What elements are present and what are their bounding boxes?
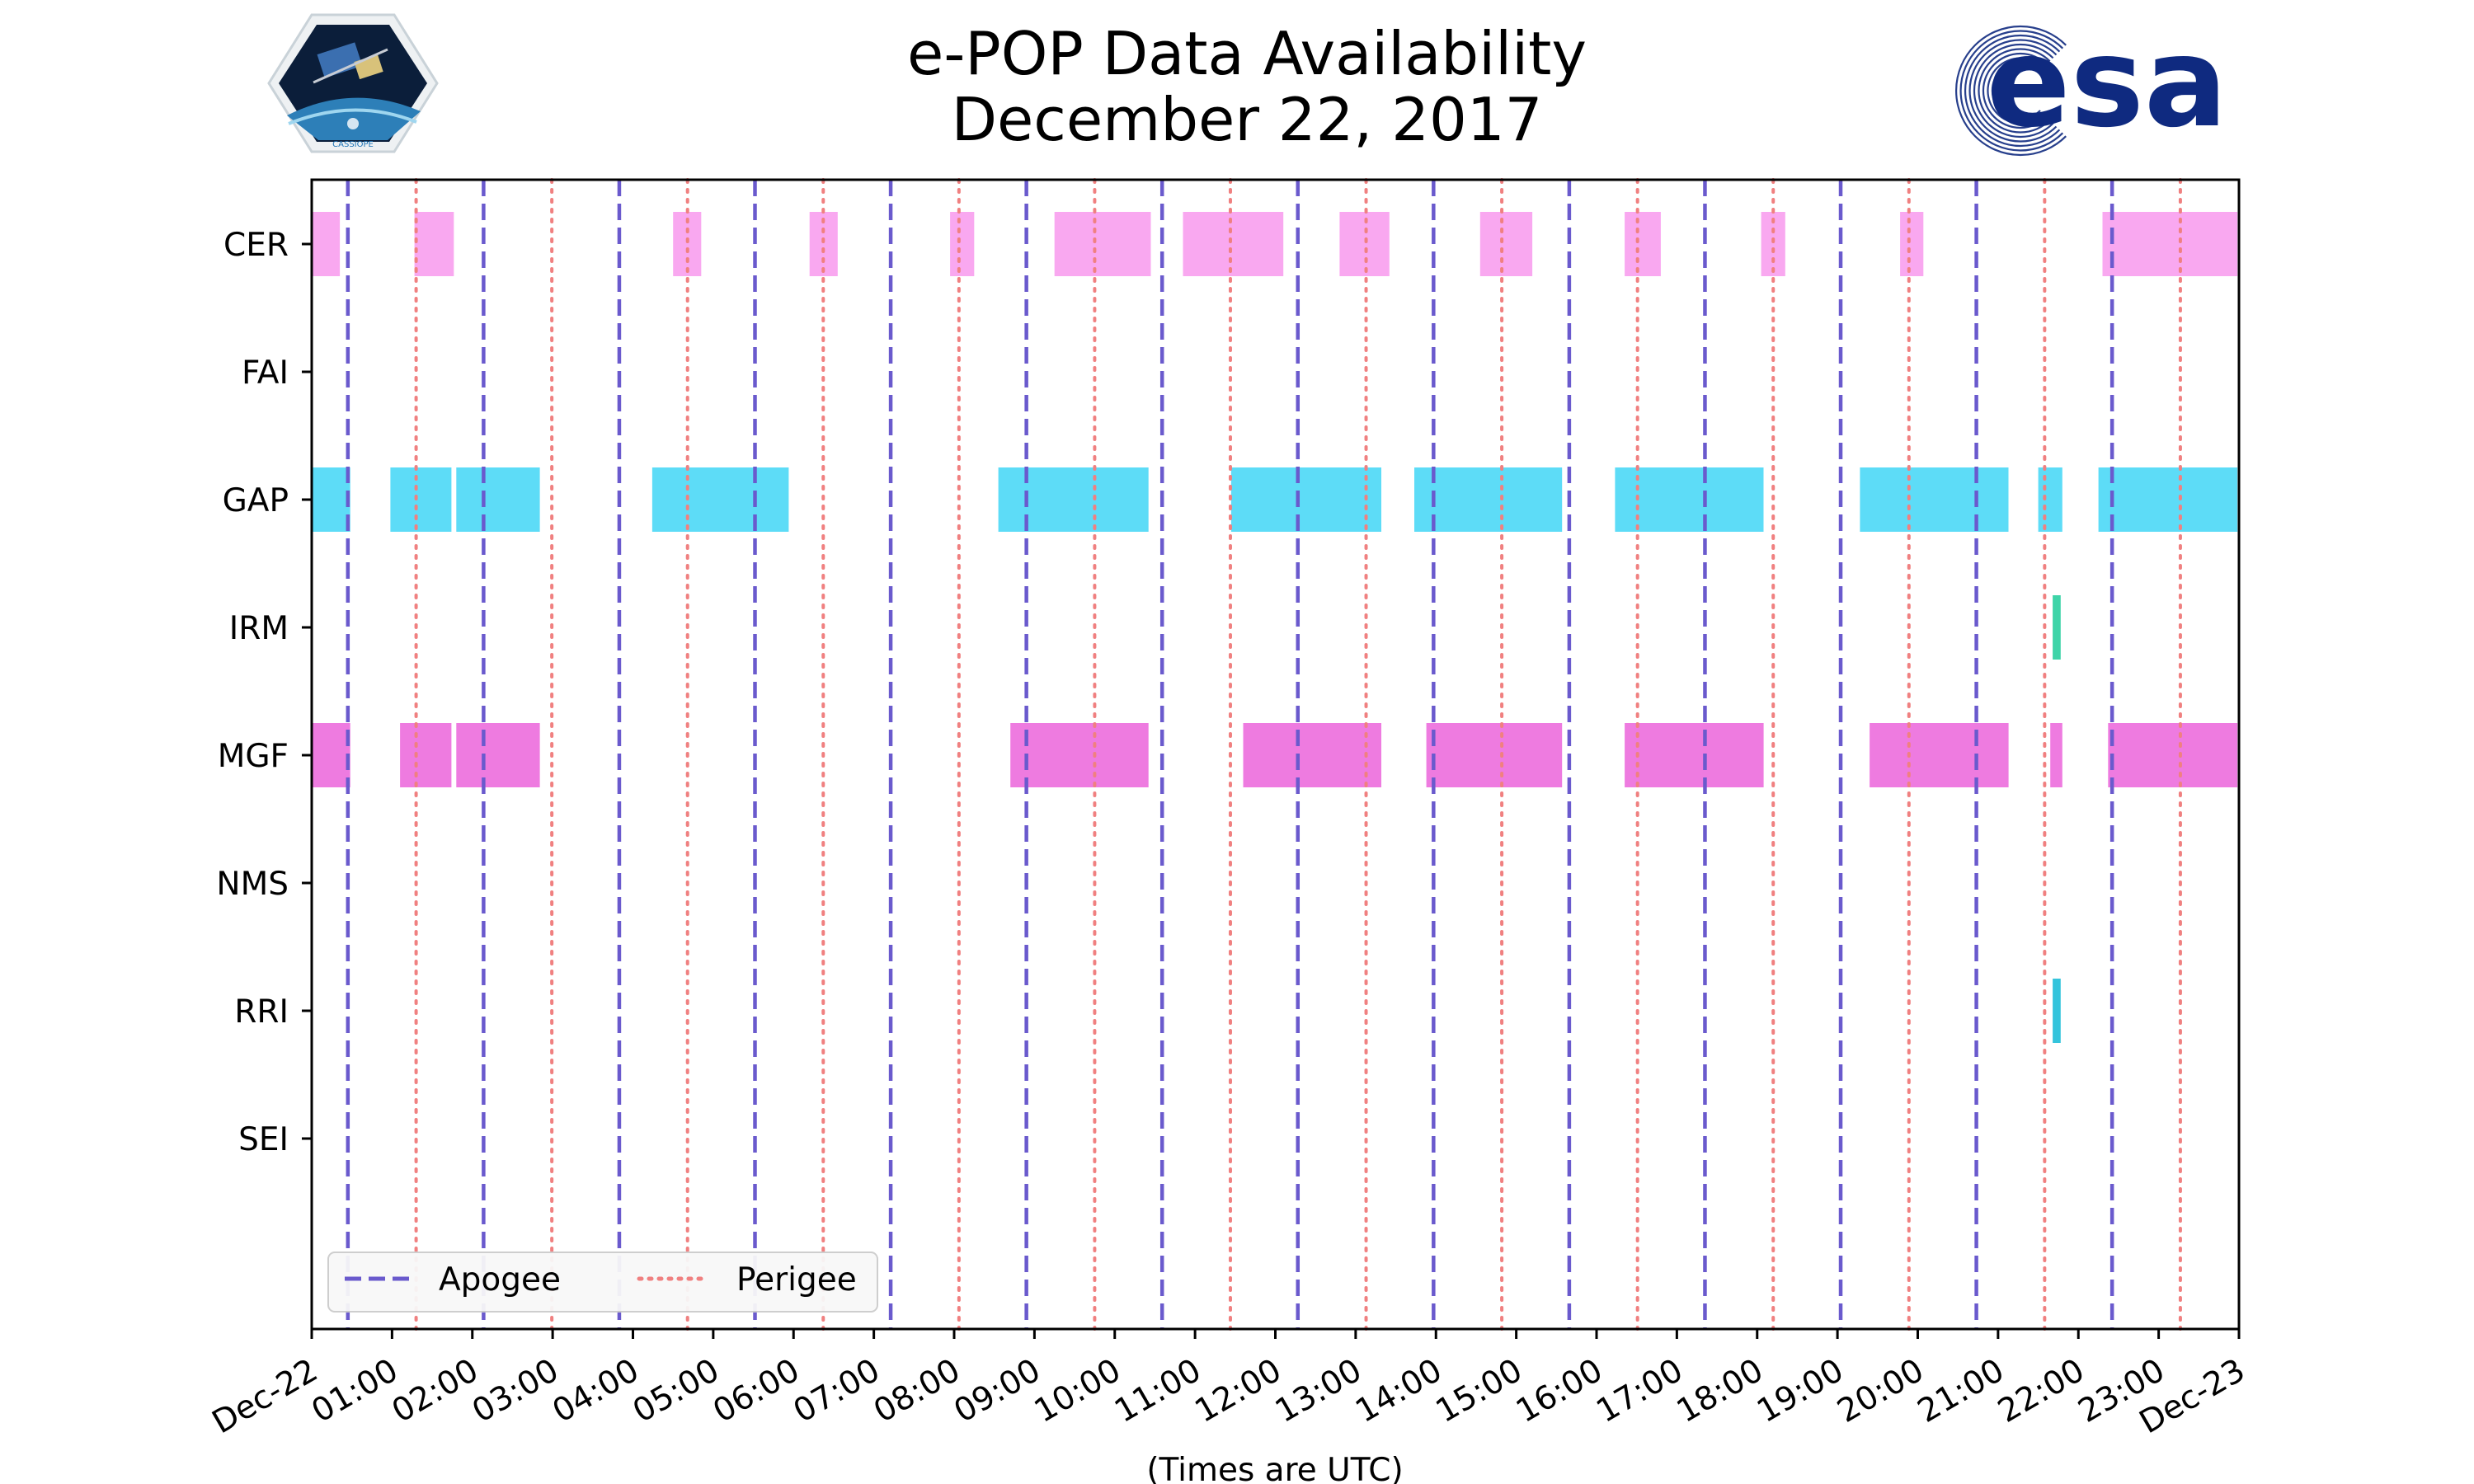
bar-gap-0	[312, 467, 350, 532]
esa-swoosh-arc-3	[1978, 48, 2051, 134]
bar-gap-9	[2038, 467, 2062, 532]
bar-gap-8	[1860, 467, 2009, 532]
bar-cer-8	[1479, 212, 1533, 276]
cassiope-label: CASSIOPE	[332, 140, 374, 149]
bar-mgf-6	[1625, 723, 1764, 787]
chart-subtitle: December 22, 2017	[952, 85, 1543, 154]
bar-mgf-3	[1010, 723, 1149, 787]
cassiope-logo: CASSIOPE	[267, 13, 439, 153]
legend-perigee-label: Perigee	[736, 1261, 857, 1298]
legend-apogee-label: Apogee	[439, 1261, 561, 1298]
xtick-label-12: 12:00	[1189, 1352, 1288, 1430]
bar-mgf-7	[1870, 723, 2009, 787]
xtick-label-4: 04:00	[547, 1352, 646, 1430]
xtick-label-0: Dec-22	[206, 1352, 324, 1442]
esa-swoosh-arc-2	[1982, 52, 2048, 129]
bar-cer-7	[1339, 212, 1390, 276]
esa-swoosh-icon	[1954, 25, 2067, 157]
xtick-label-17: 17:00	[1591, 1352, 1690, 1430]
xtick-label-14: 14:00	[1349, 1352, 1448, 1430]
bar-cer-12	[2102, 212, 2238, 276]
bar-cer-5	[1054, 212, 1151, 276]
bar-cer-9	[1625, 212, 1661, 276]
bar-irm-0	[2053, 595, 2061, 660]
bar-cer-1	[414, 212, 454, 276]
bar-cer-0	[312, 212, 341, 276]
bar-mgf-1	[400, 723, 452, 787]
esa-swoosh-arc-7	[1959, 30, 2064, 152]
xtick-label-10: 10:00	[1028, 1352, 1127, 1430]
y-axis: CER FAI GAP IRM MGF NMS RRI SEI	[216, 227, 312, 1158]
orbit-lines-layer	[346, 178, 2182, 1331]
bar-gap-10	[2098, 467, 2238, 532]
bar-gap-5	[1230, 467, 1381, 532]
bar-mgf-2	[456, 723, 540, 787]
esa-swoosh-arc-5	[1968, 39, 2058, 143]
esa-swoosh-arc-0	[1991, 61, 2041, 120]
xtick-label-21: 21:00	[1912, 1352, 2011, 1430]
ytick-label-nms: NMS	[216, 866, 289, 903]
x-axis-label: (Times are UTC)	[1146, 1452, 1403, 1484]
bar-mgf-5	[1426, 723, 1563, 787]
bar-mgf-4	[1243, 723, 1381, 787]
bar-gap-3	[651, 467, 789, 532]
ytick-label-cer: CER	[223, 227, 289, 264]
esa-swoosh-arc-8	[1954, 25, 2067, 157]
bar-rri-0	[2053, 979, 2061, 1043]
chart-title: e-POP Data Availability	[907, 19, 1587, 88]
esa-swoosh-arc-4	[1973, 43, 2054, 139]
ytick-label-mgf: MGF	[218, 738, 289, 775]
xtick-label-22: 22:00	[1992, 1352, 2091, 1430]
bar-mgf-0	[312, 723, 350, 787]
xtick-label-1: 01:00	[306, 1352, 405, 1430]
xtick-label-19: 19:00	[1751, 1352, 1850, 1430]
xtick-label-8: 08:00	[868, 1352, 967, 1430]
xtick-label-16: 16:00	[1510, 1352, 1609, 1430]
xtick-label-6: 06:00	[707, 1352, 806, 1430]
bars-layer	[312, 212, 2238, 1043]
x-axis: Dec-2201:0002:0003:0004:0005:0006:0007:0…	[206, 1329, 2251, 1441]
xtick-label-13: 13:00	[1269, 1352, 1368, 1430]
xtick-label-5: 05:00	[627, 1352, 726, 1430]
esa-logo-text: esa	[1987, 12, 2227, 155]
ytick-label-sei: SEI	[238, 1121, 289, 1158]
legend: Apogee Perigee	[327, 1252, 878, 1313]
bar-cer-11	[1900, 212, 1924, 276]
ytick-label-fai: FAI	[242, 355, 289, 392]
xtick-label-7: 07:00	[788, 1352, 887, 1430]
bar-gap-7	[1615, 467, 1764, 532]
bar-gap-2	[456, 467, 540, 532]
xtick-label-15: 15:00	[1430, 1352, 1529, 1430]
bar-gap-1	[390, 467, 452, 532]
bar-cer-6	[1183, 212, 1284, 276]
xtick-label-9: 09:00	[948, 1352, 1047, 1430]
xtick-label-2: 02:00	[386, 1352, 485, 1430]
ytick-label-gap: GAP	[223, 482, 289, 519]
bar-gap-6	[1414, 467, 1563, 532]
xtick-label-18: 18:00	[1671, 1352, 1770, 1430]
bar-mgf-8	[2050, 723, 2062, 787]
esa-swoosh-arc-1	[1987, 57, 2044, 124]
esa-logo: esa	[1954, 12, 2227, 157]
xtick-label-20: 20:00	[1832, 1352, 1931, 1430]
esa-swoosh-arc-6	[1964, 34, 2061, 148]
xtick-label-3: 03:00	[466, 1352, 565, 1430]
bar-gap-4	[998, 467, 1149, 532]
ytick-label-irm: IRM	[229, 610, 289, 647]
bar-cer-4	[950, 212, 975, 276]
bar-mgf-9	[2108, 723, 2238, 787]
xtick-label-11: 11:00	[1108, 1352, 1207, 1430]
legend-box	[327, 1252, 878, 1313]
ytick-label-rri: RRI	[234, 993, 289, 1031]
